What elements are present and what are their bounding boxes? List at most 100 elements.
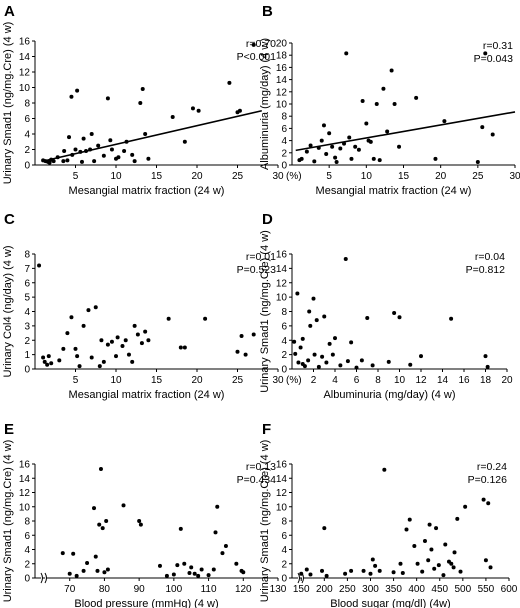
data-point — [397, 144, 402, 149]
data-point — [51, 159, 56, 164]
stat-r: r=0.01 — [246, 251, 276, 263]
data-point — [79, 159, 84, 164]
y-axis-title: Urinary Smad1 (ng/mg.Cre) (4 w) — [259, 230, 271, 393]
data-point — [104, 519, 109, 523]
data-point — [61, 159, 66, 164]
data-point — [135, 332, 140, 337]
data-point — [320, 354, 325, 359]
data-point — [132, 159, 137, 164]
y-tick-label: 16 — [19, 37, 31, 48]
data-point — [398, 561, 403, 566]
data-point — [73, 147, 78, 152]
data-point — [327, 341, 332, 346]
x-tick-label: 25 — [232, 375, 244, 386]
x-tick-label: 450 — [431, 584, 448, 595]
y-tick-label: 4 — [24, 545, 30, 556]
data-point — [132, 323, 137, 328]
x-tick-label: 400 — [408, 584, 425, 595]
y-tick-label: 2 — [281, 148, 287, 159]
data-point — [483, 558, 488, 563]
y-tick-label: 6 — [281, 531, 287, 542]
y-tick-label: 20 — [276, 39, 288, 50]
data-point — [397, 315, 402, 320]
data-point — [109, 147, 114, 152]
data-point — [206, 573, 211, 578]
data-point — [171, 572, 176, 577]
data-point — [81, 323, 86, 328]
y-tick-label: 14 — [19, 52, 31, 63]
data-point — [81, 568, 86, 573]
data-point — [115, 335, 120, 340]
x-tick-label: 500 — [454, 584, 471, 595]
data-point — [67, 571, 72, 576]
data-point — [46, 354, 51, 359]
x-tick-label: 25 — [472, 171, 484, 182]
data-point — [483, 51, 488, 56]
data-point — [347, 135, 352, 140]
data-point — [338, 363, 343, 368]
stat-r: r=0.70 — [246, 38, 276, 50]
y-tick-label: 2 — [24, 559, 30, 570]
data-point — [419, 354, 423, 359]
data-point — [67, 135, 72, 140]
x-tick-label: 10 — [394, 375, 406, 386]
x-tick-label: 4 — [332, 375, 338, 386]
data-point — [412, 543, 417, 548]
regression-line — [42, 109, 262, 162]
stat-p: P=0.126 — [468, 474, 508, 486]
data-point — [182, 561, 187, 566]
data-point — [108, 138, 113, 143]
data-point — [251, 332, 256, 337]
stat-p: P=0.523 — [237, 264, 277, 276]
y-tick-label: 2 — [281, 559, 287, 570]
y-tick-label: 4 — [24, 130, 30, 141]
data-point — [452, 550, 457, 555]
panel-d: D 0 2 4 6 8 10 12 14 16 2 4 6 8 10 12 14 16 18 20 Albuminuri… — [259, 211, 513, 401]
x-unit-suffix: (%) — [286, 375, 302, 386]
data-point — [61, 346, 66, 351]
data-point — [324, 152, 329, 157]
data-point — [164, 573, 169, 578]
data-point — [343, 257, 348, 262]
y-tick-label: 8 — [281, 517, 287, 528]
data-point — [308, 323, 313, 328]
data-point — [442, 119, 447, 124]
y-tick-label: 8 — [281, 307, 287, 318]
data-point — [312, 159, 317, 164]
regression-line — [295, 111, 516, 152]
data-point — [420, 569, 425, 574]
data-point — [47, 160, 52, 165]
data-point — [81, 136, 86, 141]
data-point — [475, 159, 480, 164]
data-point — [122, 149, 127, 154]
data-point — [166, 316, 171, 321]
data-point — [187, 571, 192, 576]
data-point — [203, 316, 208, 321]
data-point — [485, 364, 490, 369]
y-tick-label: 7 — [24, 264, 30, 275]
y-tick-label: 6 — [24, 278, 30, 289]
y-tick-label: 2 — [24, 336, 30, 347]
x-tick-label: 20 — [501, 375, 513, 386]
data-point — [308, 143, 313, 148]
y-tick-label: 0 — [24, 161, 30, 172]
panel-letter: E — [4, 421, 14, 438]
y-tick-label: 0 — [24, 574, 30, 585]
y-tick-label: 16 — [276, 250, 288, 261]
y-tick-label: 12 — [276, 87, 288, 98]
data-point — [370, 557, 375, 562]
data-point — [93, 305, 98, 310]
y-tick-label: 12 — [19, 488, 31, 499]
x-tick-label: 5 — [73, 375, 79, 386]
data-point — [304, 567, 309, 572]
data-point — [69, 94, 74, 99]
data-point — [99, 338, 104, 343]
x-tick-label: 30 — [509, 171, 520, 182]
data-point — [433, 156, 438, 161]
data-point — [299, 156, 304, 161]
data-point — [451, 565, 456, 570]
data-point — [96, 143, 101, 148]
x-tick-label: 10 — [110, 171, 122, 182]
data-point — [324, 573, 329, 578]
data-point — [190, 106, 195, 111]
